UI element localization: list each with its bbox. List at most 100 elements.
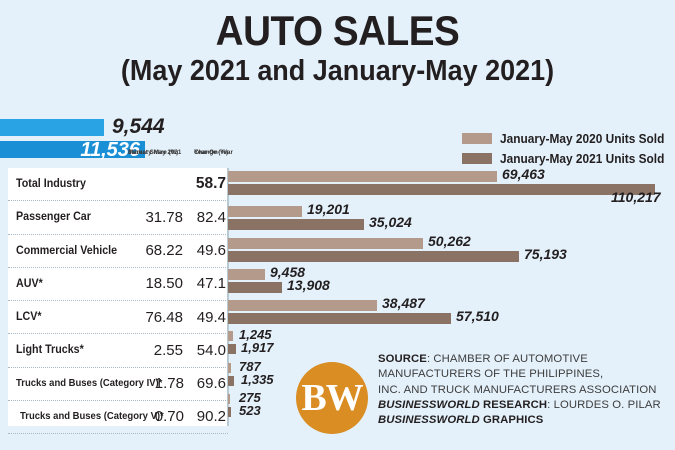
bar-group: 787 1,335 — [228, 358, 675, 394]
bar-2021 — [228, 250, 519, 262]
row-yoy-change: 49.6 — [196, 242, 226, 260]
row-label: AUV* — [16, 277, 43, 290]
row-label: Trucks and Buses (Category V)* — [20, 411, 164, 423]
legend-item-2020: January-May 2020 Units Sold — [462, 130, 673, 147]
row-label: Passenger Car — [16, 211, 91, 224]
row-label: Commercial Vehicle — [16, 244, 118, 257]
bar-label-2021: 523 — [239, 402, 261, 418]
table-row: Light Trucks* 2.55 54.0 — [8, 334, 228, 368]
research-label: RESEARCH — [479, 399, 548, 412]
bar-label-2021: 13,908 — [287, 276, 330, 293]
source-label: SOURCE — [378, 353, 427, 365]
source-line-1: SOURCE: CHAMBER OF AUTOMOTIVE — [378, 352, 668, 367]
may-units-bars: 9,544 11,536 — [0, 115, 300, 161]
may-2021-bar — [0, 141, 145, 158]
bar-label-2021: 35,024 — [369, 214, 412, 231]
bar-2020 — [228, 206, 302, 218]
logo-text: BW — [301, 377, 363, 419]
source-line-4: BUSINESSWORLD RESEARCH: LOURDES O. PILAR — [378, 398, 668, 413]
source-line-2: MANUFACTURERS OF THE PHILIPPINES, — [378, 368, 604, 381]
bar-group: 50,262 75,193 — [228, 233, 675, 265]
row-yoy-change: 47.1 — [196, 275, 226, 293]
bar-2020 — [228, 331, 233, 342]
column-header-market-share: January-May 2021 Market Share (%) — [128, 149, 186, 157]
row-market-share: 2.55 — [153, 341, 183, 359]
bar-label-2020: 787 — [239, 358, 261, 374]
title-main: AUTO SALES — [215, 7, 460, 54]
row-yoy-change: 54.0 — [196, 341, 226, 359]
bar-2021 — [228, 406, 231, 417]
research-brand: BUSINESSWORLD — [378, 399, 480, 412]
bar-group: 9,458 13,908 — [228, 265, 675, 297]
source-line-3: INC. AND TRUCK MANUFACTURERS ASSOCIATION — [378, 383, 657, 396]
row-market-share: 76.48 — [145, 308, 183, 326]
bar-label-2021: 57,510 — [456, 308, 499, 324]
bar-2021 — [228, 184, 655, 195]
bar-2020 — [228, 171, 497, 182]
legend-item-2021: January-May 2021 Units Sold — [462, 150, 673, 167]
row-market-share: 0.70 — [154, 408, 184, 426]
bar-group: 275 523 — [228, 389, 675, 426]
title-subtitle: (May 2021 and January-May 2021) — [120, 55, 555, 87]
bar-2020 — [228, 237, 423, 249]
bar-label-2020: 275 — [239, 389, 261, 405]
data-table: Total Industry 58.7 Passenger Car 31.78 … — [8, 168, 228, 434]
row-yoy-change: 82.4 — [196, 208, 226, 226]
research-author: : LOURDES O. PILAR — [547, 399, 661, 412]
may-2020-bar-row: 9,544 — [0, 115, 300, 139]
row-market-share: 31.78 — [145, 208, 183, 226]
chart-axis-line — [227, 168, 229, 426]
bar-group: 69,463 110,217 — [228, 166, 675, 205]
page-title: AUTO SALES (May 2021 and January-May 202… — [0, 7, 675, 87]
row-market-share: 68.22 — [145, 242, 183, 260]
may-2021-value: 11,536 — [80, 139, 140, 161]
row-label: Light Trucks* — [16, 344, 84, 357]
bar-label-2020: 19,201 — [307, 201, 350, 218]
bar-label-2021: 75,193 — [524, 245, 567, 262]
row-market-share: 18.50 — [145, 275, 183, 293]
table-row: Total Industry 58.7 — [8, 168, 228, 202]
graphics-label: GRAPHICS — [479, 414, 544, 427]
bar-group: 38,487 57,510 — [228, 295, 675, 329]
table-row: AUV* 18.50 47.1 — [8, 268, 228, 301]
column-header-yoy: Year-On-Year Change (%) — [194, 149, 252, 157]
legend-label-2021: January-May 2021 Units Sold — [500, 151, 665, 166]
bar-2021 — [228, 375, 234, 386]
bar-label-2021: 110,217 — [611, 189, 661, 205]
table-row: Passenger Car 31.78 82.4 — [8, 201, 228, 235]
may-2020-bar — [0, 119, 104, 136]
bar-2021 — [228, 313, 451, 324]
bar-label-2020: 50,262 — [428, 232, 471, 249]
bar-group: 1,245 1,917 — [228, 327, 675, 361]
source-line-1-text: : CHAMBER OF AUTOMOTIVE — [426, 353, 588, 365]
legend-label-2020: January-May 2020 Units Sold — [500, 131, 665, 146]
bar-label-2021: 1,917 — [241, 340, 274, 356]
bar-label-2020: 38,487 — [382, 295, 425, 311]
row-yoy-change: 69.6 — [196, 375, 226, 393]
legend-swatch-2020 — [462, 133, 492, 144]
bar-group: 19,201 35,024 — [228, 200, 675, 232]
businessworld-logo: BW — [296, 362, 368, 434]
row-label: Trucks and Buses (Category IV)* — [16, 378, 163, 390]
table-row: Trucks and Buses (Category IV)* 1.78 69.… — [8, 368, 228, 401]
legend-swatch-2021 — [462, 153, 492, 164]
bar-2021 — [228, 344, 236, 355]
bar-2020 — [228, 300, 377, 311]
bar-2021 — [228, 281, 282, 293]
column-header-yoy-line2: Change (%) — [194, 149, 229, 156]
table-row: Trucks and Buses (Category V)* 0.70 90.2 — [8, 401, 228, 434]
may-2020-value: 9,544 — [112, 115, 165, 138]
row-yoy-change: 49.4 — [196, 308, 226, 326]
bar-label-2020: 1,245 — [239, 327, 272, 343]
bar-2020 — [228, 393, 230, 404]
row-yoy-change: 90.2 — [196, 408, 226, 426]
chart-legend: January-May 2020 Units Sold January-May … — [462, 130, 673, 170]
row-market-share: 1.78 — [154, 375, 184, 393]
bar-2020 — [228, 362, 231, 373]
table-column-headers: January-May 2021 Market Share (%) Year-O… — [128, 149, 258, 167]
column-header-market-share-line1: January-May 2021 — [128, 149, 182, 156]
bar-2021 — [228, 219, 364, 231]
bar-2020 — [228, 268, 265, 280]
bar-label-2020: 69,463 — [502, 166, 545, 182]
source-block: SOURCE: CHAMBER OF AUTOMOTIVE MANUFACTUR… — [378, 352, 668, 429]
